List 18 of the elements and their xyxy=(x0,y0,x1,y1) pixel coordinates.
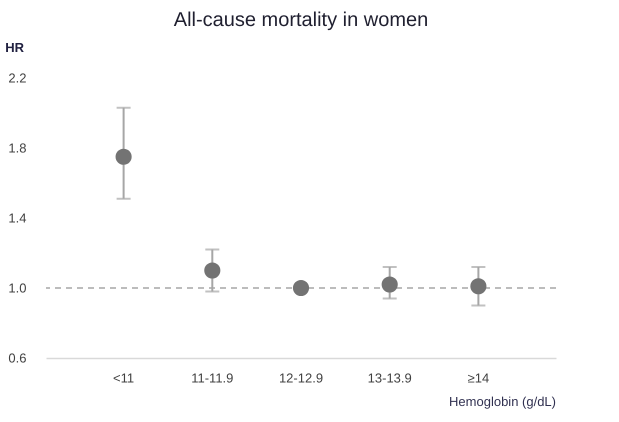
y-tick-label: 0.6 xyxy=(8,350,26,366)
x-tick-label: <11 xyxy=(113,370,134,386)
y-tick-label: 1.0 xyxy=(8,280,26,296)
x-axis-title: Hemoglobin (g/dL) xyxy=(449,394,556,409)
y-axis-title: HR xyxy=(5,40,25,55)
x-tick-label: 13-13.9 xyxy=(368,370,412,386)
point xyxy=(470,278,486,294)
chart-title: All-cause mortality in women xyxy=(174,9,428,31)
point xyxy=(292,280,310,296)
y-tick-label: 2.2 xyxy=(8,70,26,86)
x-tick-label: ≥14 xyxy=(468,370,490,386)
y-tick-label: 1.4 xyxy=(8,210,26,226)
point xyxy=(382,276,398,293)
point xyxy=(116,148,132,165)
x-tick-label: 11-11.9 xyxy=(191,370,234,386)
x-tick-label: 12-12.9 xyxy=(278,370,324,386)
point xyxy=(204,262,220,279)
y-tick-label: 1.8 xyxy=(8,140,26,156)
